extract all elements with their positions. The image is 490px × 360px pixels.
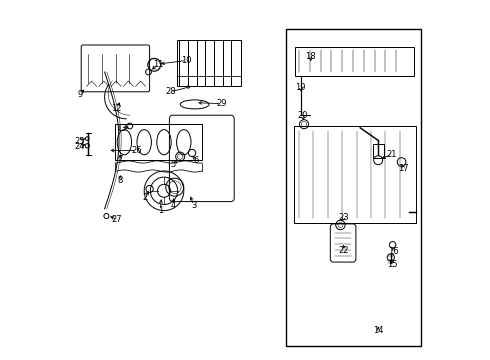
Text: 21: 21 [386, 150, 397, 159]
Bar [116, 124, 202, 160]
Text: 27: 27 [112, 215, 122, 224]
Bar [373, 144, 384, 158]
Bar [294, 126, 416, 223]
Text: 28: 28 [166, 87, 176, 96]
Text: 12: 12 [111, 104, 122, 113]
Bar [295, 47, 414, 76]
Bar [286, 29, 421, 346]
Text: 18: 18 [305, 53, 316, 62]
Text: 1: 1 [158, 206, 163, 215]
Text: 17: 17 [398, 164, 409, 173]
Text: 25: 25 [74, 137, 85, 146]
Text: 13: 13 [117, 125, 127, 134]
Text: 14: 14 [373, 325, 384, 335]
Bar [176, 40, 242, 86]
Text: 8: 8 [117, 176, 122, 185]
Text: 3: 3 [191, 201, 196, 210]
Text: 26: 26 [132, 146, 142, 155]
Text: 7: 7 [117, 155, 122, 163]
Text: 11: 11 [153, 60, 164, 69]
Text: 24: 24 [74, 143, 85, 152]
Text: 19: 19 [295, 83, 306, 92]
Text: 15: 15 [387, 260, 397, 269]
Text: 23: 23 [338, 213, 349, 222]
Text: 10: 10 [181, 56, 192, 65]
Text: 6: 6 [194, 156, 199, 165]
Text: 5: 5 [171, 161, 175, 170]
Text: 4: 4 [171, 201, 175, 210]
Text: 16: 16 [389, 247, 399, 256]
Text: 20: 20 [297, 112, 308, 120]
Text: 22: 22 [339, 246, 349, 255]
Text: 29: 29 [217, 99, 227, 108]
Text: 9: 9 [77, 90, 83, 99]
Text: 2: 2 [142, 193, 147, 202]
